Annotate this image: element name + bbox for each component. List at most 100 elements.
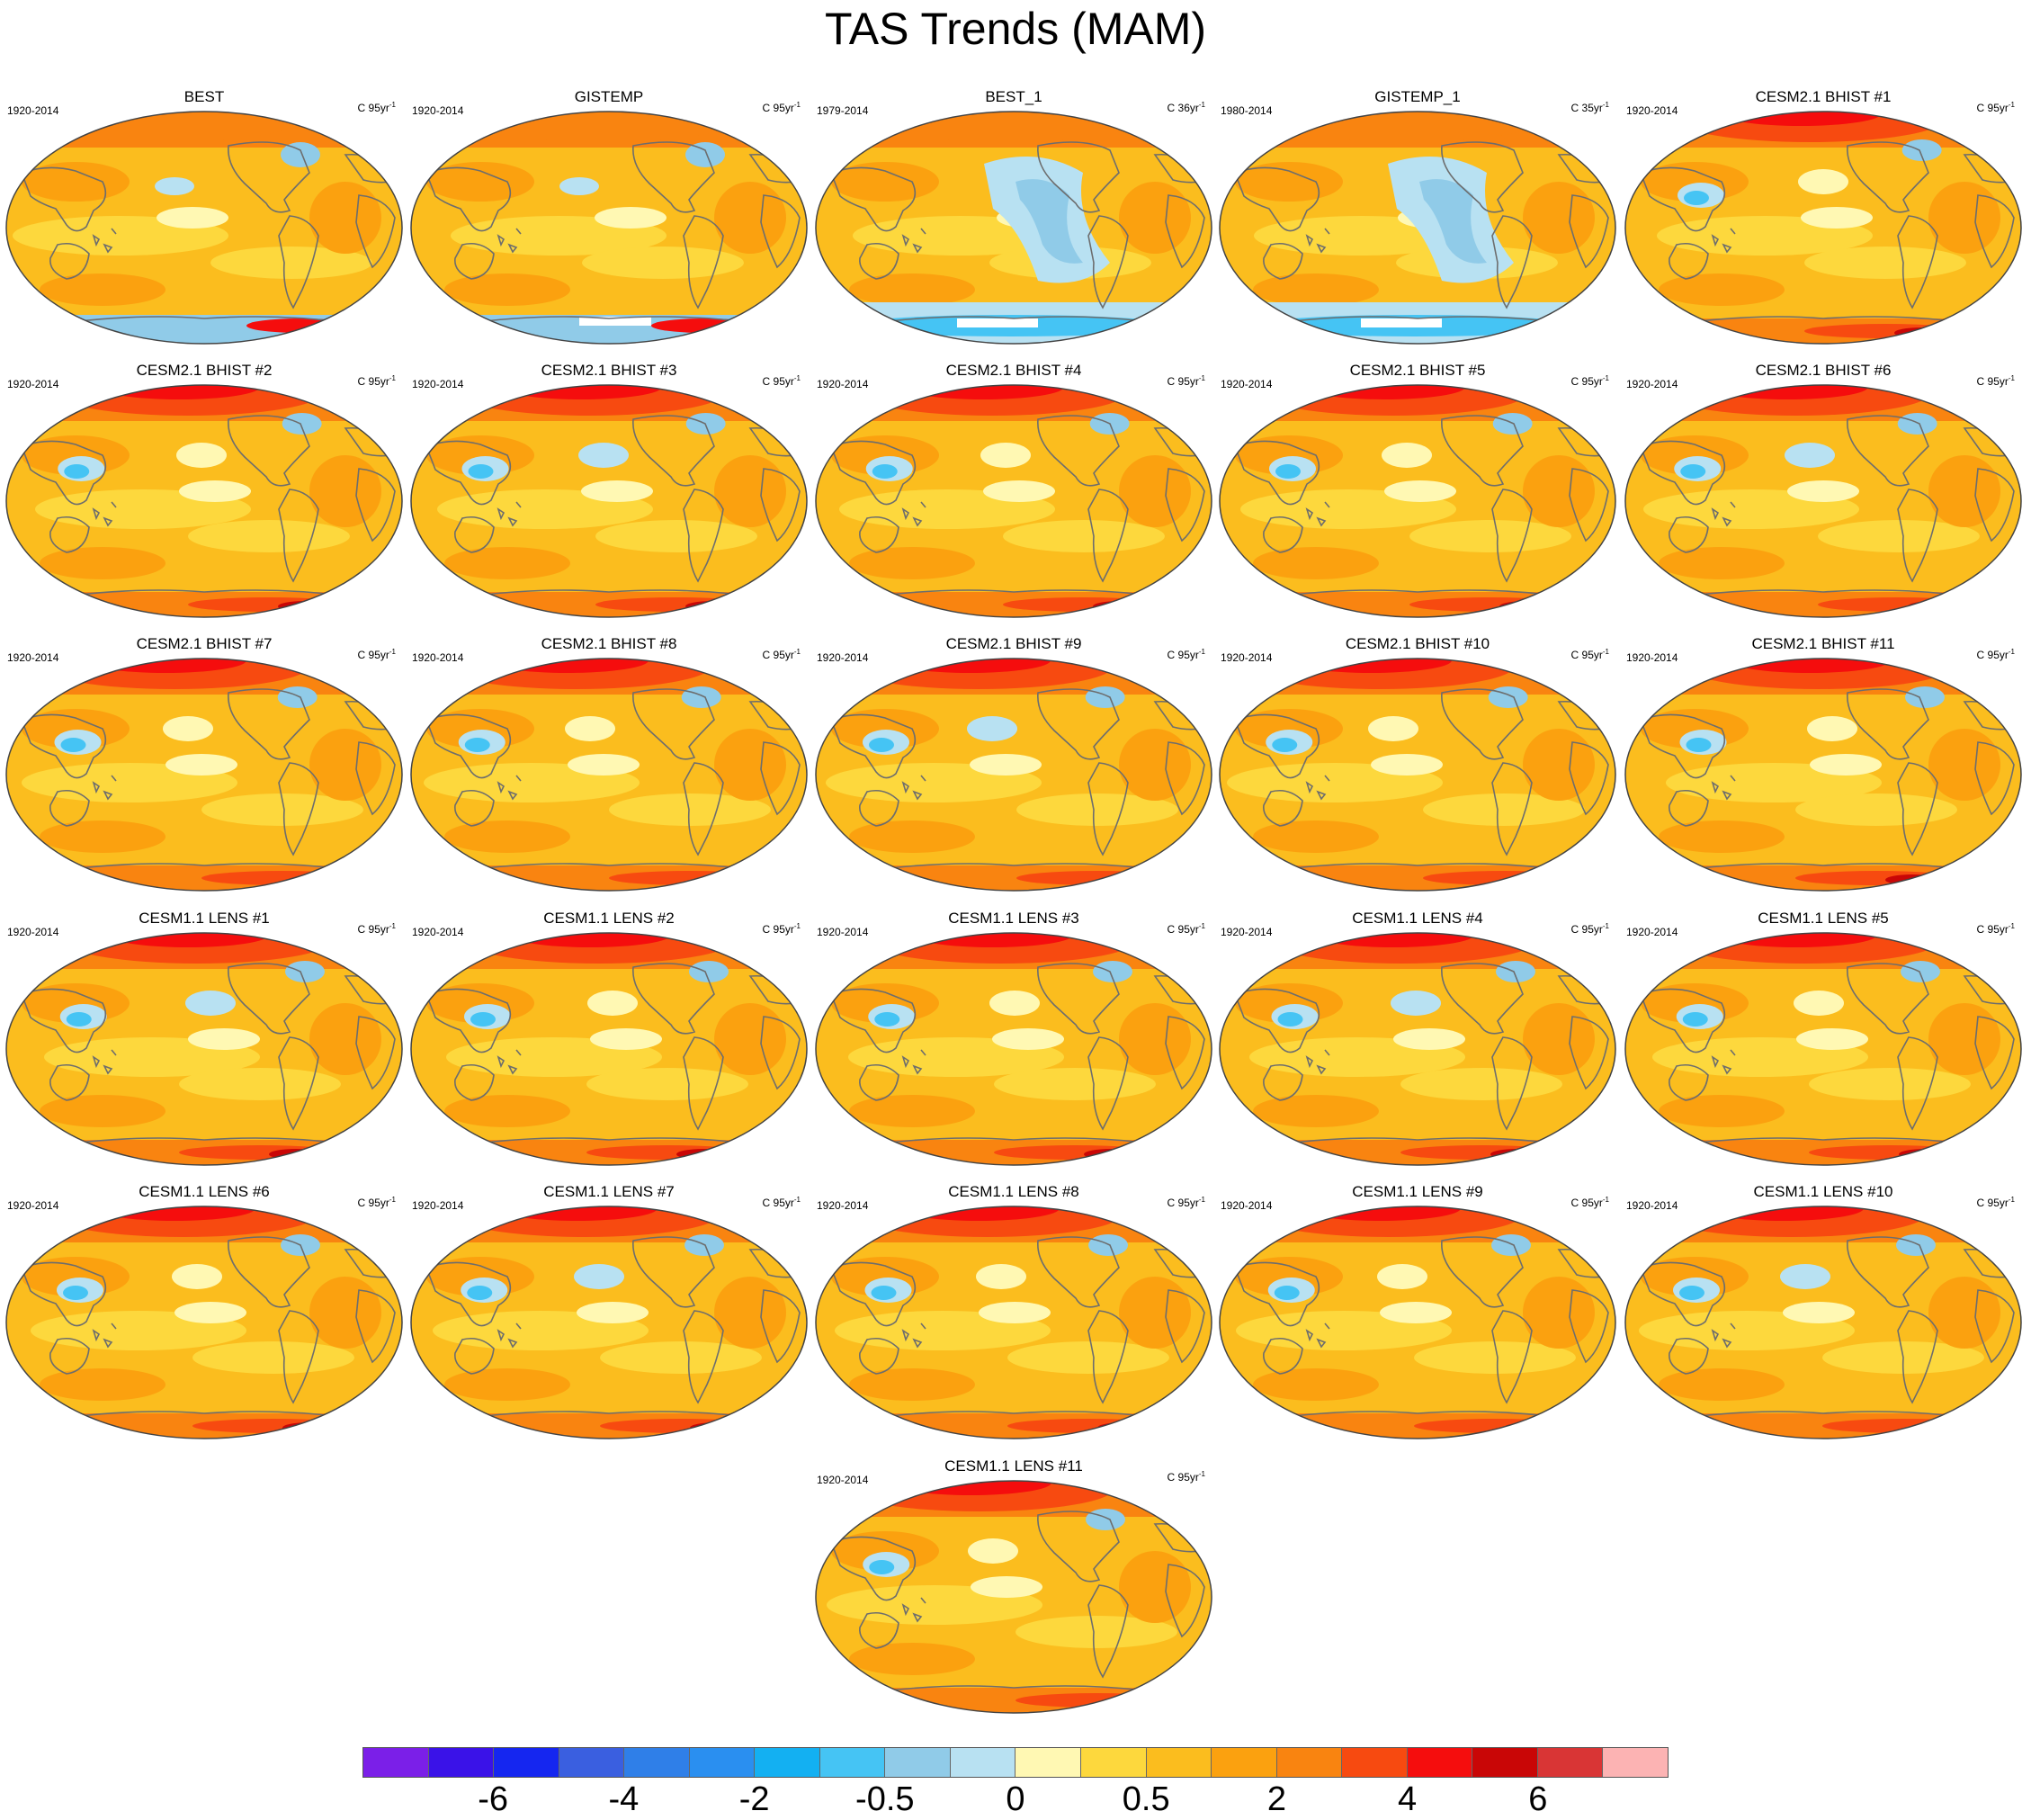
map-panel: CESM1.1 LENS #6 1920-2014 C 95yr-1: [4, 1183, 405, 1440]
panel-period: 1920-2014: [412, 1199, 464, 1212]
figure-title: TAS Trends (MAM): [824, 4, 1207, 54]
colorbar-swatch: [1537, 1748, 1604, 1777]
panel-title: CESM1.1 LENS #9: [1352, 1183, 1483, 1200]
colorbar-swatch: [428, 1748, 495, 1777]
colorbar-swatch: [950, 1748, 1016, 1777]
colorbar-swatch: [363, 1748, 429, 1777]
colorbar-swatch: [1276, 1748, 1343, 1777]
trend-map: [1219, 384, 1616, 618]
panel-units: C 95yr-1: [357, 101, 396, 114]
panel-units: C 95yr-1: [1976, 1196, 2015, 1209]
trend-map: [1219, 1206, 1616, 1439]
panel-period: 1979-2014: [817, 104, 869, 117]
panel-period: 1920-2014: [412, 926, 464, 938]
colorbar-tick-label: 6: [1528, 1780, 1548, 1818]
panel-title: CESM2.1 BHIST #7: [136, 635, 273, 652]
panel-title: CESM1.1 LENS #1: [139, 910, 270, 927]
map-panel: CESM1.1 LENS #4 1920-2014 C 95yr-1: [1217, 910, 1618, 1167]
trend-map: [815, 111, 1212, 345]
trend-map: [5, 1206, 403, 1439]
panel-title: GISTEMP_1: [1374, 88, 1461, 105]
panel-units: C 95yr-1: [762, 922, 801, 936]
panel-title: CESM1.1 LENS #2: [543, 910, 675, 927]
panel-period: 1920-2014: [7, 1199, 59, 1212]
map-panel: CESM2.1 BHIST #5 1920-2014 C 95yr-1: [1217, 362, 1618, 619]
panel-units: C 95yr-1: [357, 922, 396, 936]
colorbar-swatch: [1212, 1748, 1277, 1777]
panel-period: 1920-2014: [817, 1474, 869, 1486]
colorbar-swatch: [1342, 1748, 1408, 1777]
map-panel: CESM1.1 LENS #3 1920-2014 C 95yr-1: [813, 910, 1214, 1167]
panel-units: C 95yr-1: [1167, 648, 1205, 661]
panel-period: 1920-2014: [412, 378, 464, 390]
trend-map: [1624, 658, 2022, 892]
panel-units: C 35yr-1: [1570, 101, 1609, 114]
panel-title: CESM1.1 LENS #10: [1753, 1183, 1893, 1200]
map-panel: GISTEMP_1 1980-2014 C 35yr-1: [1217, 88, 1618, 345]
panel-units: C 95yr-1: [762, 1196, 801, 1209]
trend-map: [410, 658, 808, 892]
panel-title: CESM2.1 BHIST #10: [1345, 635, 1490, 652]
panel-period: 1920-2014: [7, 926, 59, 938]
panel-units: C 95yr-1: [1167, 922, 1205, 936]
map-panel: CESM1.1 LENS #11 1920-2014 C 95yr-1: [813, 1457, 1214, 1715]
panel-title: CESM2.1 BHIST #1: [1755, 88, 1892, 105]
panel-period: 1920-2014: [412, 104, 464, 117]
map-panel: BEST 1920-2014 C 95yr-1: [4, 88, 405, 345]
trend-map: [5, 111, 403, 345]
map-panel: CESM1.1 LENS #2 1920-2014 C 95yr-1: [408, 910, 810, 1167]
panel-units: C 95yr-1: [1976, 922, 2015, 936]
trend-map: [5, 384, 403, 618]
colorbar-tick-label: 2: [1266, 1780, 1286, 1818]
panel-title: CESM1.1 LENS #6: [139, 1183, 270, 1200]
colorbar-swatch: [1407, 1748, 1473, 1777]
panel-period: 1920-2014: [1221, 378, 1273, 390]
panel-title: CESM2.1 BHIST #6: [1755, 362, 1892, 379]
map-panel: CESM1.1 LENS #7 1920-2014 C 95yr-1: [408, 1183, 810, 1440]
map-panel: CESM2.1 BHIST #2 1920-2014 C 95yr-1: [4, 362, 405, 619]
panel-units: C 95yr-1: [1167, 1470, 1205, 1484]
panel-period: 1920-2014: [1626, 378, 1678, 390]
map-panel: CESM1.1 LENS #8 1920-2014 C 95yr-1: [813, 1183, 1214, 1440]
panel-period: 1920-2014: [1221, 1199, 1273, 1212]
map-panel: CESM2.1 BHIST #7 1920-2014 C 95yr-1: [4, 635, 405, 892]
panel-title: CESM1.1 LENS #8: [948, 1183, 1079, 1200]
colorbar-swatch: [1472, 1748, 1538, 1777]
colorbar-tick-label: -6: [478, 1780, 509, 1818]
panel-units: C 95yr-1: [1976, 101, 2015, 114]
map-panel: CESM2.1 BHIST #9 1920-2014 C 95yr-1: [813, 635, 1214, 892]
map-panel: CESM2.1 BHIST #10 1920-2014 C 95yr-1: [1217, 635, 1618, 892]
map-panel: CESM1.1 LENS #1 1920-2014 C 95yr-1: [4, 910, 405, 1167]
panel-period: 1920-2014: [1626, 1199, 1678, 1212]
panel-title: CESM2.1 BHIST #4: [945, 362, 1082, 379]
panel-units: C 95yr-1: [1167, 1196, 1205, 1209]
panel-period: 1980-2014: [1221, 104, 1273, 117]
panel-units: C 95yr-1: [762, 648, 801, 661]
trend-map: [5, 932, 403, 1166]
panel-title: CESM2.1 BHIST #5: [1349, 362, 1486, 379]
trend-map: [815, 932, 1212, 1166]
map-panel: CESM1.1 LENS #10 1920-2014 C 95yr-1: [1623, 1183, 2024, 1440]
trend-map: [1624, 384, 2022, 618]
colorbar-swatch: [689, 1748, 756, 1777]
panel-units: C 36yr-1: [1167, 101, 1205, 114]
panel-title: CESM2.1 BHIST #2: [136, 362, 273, 379]
panel-units: C 95yr-1: [1570, 648, 1609, 661]
panel-title: BEST_1: [985, 88, 1042, 105]
panel-title: CESM2.1 BHIST #9: [945, 635, 1082, 652]
panel-units: C 95yr-1: [357, 374, 396, 388]
map-panel: CESM1.1 LENS #9 1920-2014 C 95yr-1: [1217, 1183, 1618, 1440]
panel-units: C 95yr-1: [762, 374, 801, 388]
trend-map: [1219, 111, 1616, 345]
panel-period: 1920-2014: [817, 926, 869, 938]
colorbar-tick-label: -4: [608, 1780, 640, 1818]
colorbar-swatch: [1146, 1748, 1212, 1777]
colorbar-swatch: [819, 1748, 886, 1777]
colorbar-tick-label: -2: [738, 1780, 770, 1818]
colorbar-tick-label: -0.5: [855, 1780, 915, 1818]
panel-period: 1920-2014: [1221, 651, 1273, 664]
panel-units: C 95yr-1: [1976, 374, 2015, 388]
panel-title: CESM1.1 LENS #7: [543, 1183, 675, 1200]
map-panel: CESM2.1 BHIST #6 1920-2014 C 95yr-1: [1623, 362, 2024, 619]
trend-map: [410, 1206, 808, 1439]
